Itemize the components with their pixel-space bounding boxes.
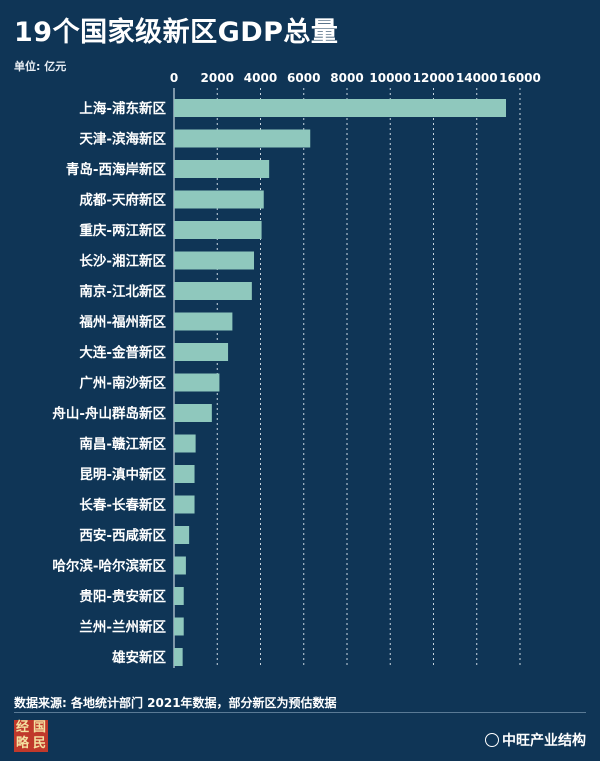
category-labels: 上海-浦东新区天津-滨海新区青岛-西海岸新区成都-天府新区重庆-两江新区长沙-湘… [52, 100, 166, 666]
bar [174, 556, 186, 575]
bar [174, 495, 195, 514]
category-label: 哈尔滨-哈尔滨新区 [52, 558, 166, 575]
logo-char: 国 [32, 720, 46, 735]
category-label: 青岛-西海岸新区 [66, 161, 167, 178]
data-source-note: 数据来源: 各地统计部门 2021年数据，部分新区为预估数据 [14, 696, 337, 710]
bar [174, 587, 184, 605]
bar [174, 465, 195, 483]
chart-title: 19个国家级新区GDP总量 [14, 17, 339, 48]
category-label: 成都-天府新区 [79, 192, 166, 209]
bar [174, 282, 252, 300]
bar [174, 99, 507, 117]
x-tick-label: 2000 [201, 71, 234, 85]
bar [174, 434, 196, 453]
bar [174, 526, 190, 544]
bar-chart: 0 2000 4000 6000 8000 10000 12000 14000 16000 上海… [52, 71, 541, 668]
bar [174, 190, 264, 209]
x-tick-label: 0 [170, 71, 178, 85]
x-tick-label: 4000 [244, 71, 277, 85]
x-tick-labels: 0 2000 4000 6000 8000 10000 12000 14000 16000 [170, 71, 541, 85]
category-label: 兰州-兰州新区 [79, 619, 166, 636]
bar [174, 221, 262, 239]
unit-label: 单位: 亿元 [14, 60, 67, 73]
category-label: 大连-金普新区 [79, 344, 166, 361]
category-label: 舟山-舟山群岛新区 [52, 405, 166, 422]
bar [174, 129, 311, 148]
bars [174, 99, 507, 666]
x-tick-label: 16000 [499, 71, 541, 85]
category-label: 长沙-湘江新区 [79, 253, 166, 270]
bar [174, 648, 183, 666]
x-tick-label: 10000 [369, 71, 411, 85]
logo-char: 经 [15, 720, 29, 735]
credit-text: 中旺产业结构 [502, 733, 586, 749]
category-label: 天津-滨海新区 [79, 131, 166, 148]
bar [174, 343, 229, 361]
category-label: 南昌-赣江新区 [79, 436, 166, 453]
x-tick-label: 12000 [413, 71, 455, 85]
logo-char: 略 [15, 736, 29, 751]
x-tick-label: 14000 [456, 71, 498, 85]
category-label: 广州-南沙新区 [79, 375, 166, 392]
category-label: 长春-长春新区 [79, 497, 166, 514]
category-label: 昆明-滇中新区 [79, 466, 166, 483]
logo-char: 民 [32, 736, 46, 751]
bar [174, 404, 212, 422]
bar [174, 312, 233, 331]
bar [174, 160, 270, 178]
category-label: 贵阳-贵安新区 [79, 588, 166, 605]
brand-logo: 经 国 略 民 [14, 720, 48, 752]
category-label: 福州-福州新区 [78, 314, 166, 331]
category-label: 南京-江北新区 [79, 283, 166, 300]
category-label: 西安-西咸新区 [79, 527, 166, 544]
x-tick-label: 8000 [330, 71, 363, 85]
category-label: 上海-浦东新区 [79, 100, 166, 117]
bar [174, 617, 184, 636]
account-icon [485, 733, 499, 747]
x-tick-label: 6000 [287, 71, 320, 85]
category-label: 重庆-两江新区 [79, 222, 166, 239]
bar [174, 373, 220, 392]
category-label: 雄安新区 [111, 649, 166, 666]
bar [174, 251, 255, 270]
footer-divider [14, 712, 586, 713]
author-credit: 中旺产业结构 [485, 730, 586, 750]
